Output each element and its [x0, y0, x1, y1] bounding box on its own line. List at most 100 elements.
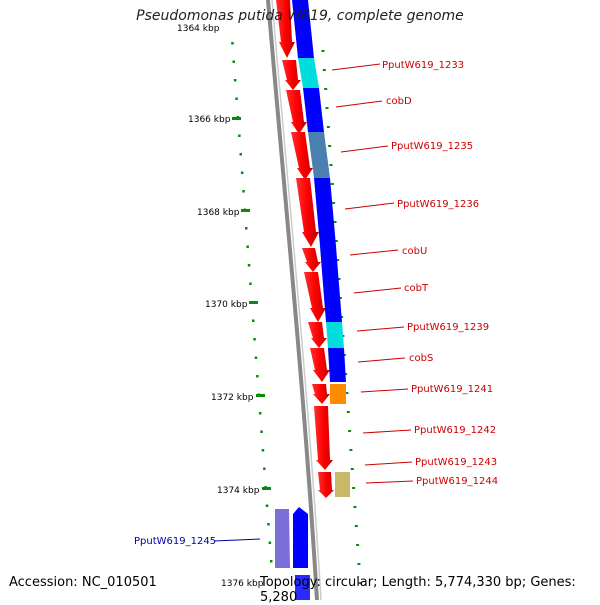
gene-block-bottom[interactable]: [295, 575, 310, 600]
ruler-dot: [235, 97, 238, 100]
ruler-dot-right: [354, 525, 358, 527]
gene-label-1239[interactable]: PputW619_1239: [407, 322, 489, 333]
topology-value: circular: [324, 575, 374, 590]
gene-block-1232[interactable]: [292, 0, 314, 58]
ruler-dot: [233, 79, 237, 82]
tick-mark-1366: [232, 117, 241, 120]
gene-label-cobS[interactable]: cobS: [409, 353, 433, 364]
ruler-dot-right: [344, 373, 348, 375]
ruler-dot-right: [326, 126, 330, 128]
ruler-dot-right: [333, 221, 337, 223]
genome-backbone-highlight: [271, 0, 322, 600]
gene-arrow-1236[interactable]: [296, 178, 319, 247]
ruler-dot-right: [357, 563, 361, 565]
ruler-dot: [245, 227, 248, 230]
gene-label-cobU[interactable]: cobU: [402, 246, 427, 257]
ruler-dot: [231, 42, 234, 45]
ruler-dot-right: [358, 582, 362, 584]
gene-block-cobS[interactable]: [328, 348, 346, 382]
ruler-dot-right: [329, 164, 333, 166]
gene-block-1245-purple[interactable]: [275, 509, 290, 568]
leader-cobU: [349, 249, 399, 256]
ruler-dot-right: [322, 69, 326, 71]
gene-block-cobU[interactable]: [320, 246, 338, 272]
gene-arrow-cobT[interactable]: [304, 272, 326, 322]
gene-label-1236[interactable]: PputW619_1236: [397, 199, 479, 210]
ruler-dot-right: [337, 278, 341, 280]
topology-label: Topology:: [260, 575, 321, 590]
gene-label-1243[interactable]: PputW619_1243: [415, 457, 497, 468]
ruler-dot-right: [330, 183, 334, 185]
ruler-dot-right: [336, 259, 340, 261]
ruler-dot: [254, 356, 258, 359]
ruler-dot: [249, 282, 252, 285]
ruler-dot-right: [324, 88, 328, 90]
leader-cobS: [357, 357, 406, 363]
ruler-dot-right: [350, 468, 354, 470]
ruler-dot-right: [332, 202, 336, 204]
gene-arrow-1245-blue[interactable]: [293, 507, 308, 568]
ruler-dot: [253, 338, 256, 341]
gene-arrow-cobU[interactable]: [302, 248, 321, 272]
accession-label: Accession:: [9, 575, 78, 590]
gene-label-1245[interactable]: PputW619_1245: [134, 536, 216, 547]
leader-1242: [362, 429, 412, 434]
leader-1245: [213, 538, 261, 542]
gene-block-1233[interactable]: [298, 58, 319, 88]
length-value: 5,774,330 bp: [435, 575, 522, 590]
tick-label-1370: 1370 kbp: [205, 300, 248, 310]
gene-label-1241[interactable]: PputW619_1241: [411, 384, 493, 395]
gene-arrow-1241[interactable]: [312, 384, 330, 404]
leader-1235: [340, 145, 389, 153]
map-title: Pseudomonas putida W619, complete genome: [136, 8, 464, 24]
ruler-dot-right: [345, 392, 349, 394]
ruler-dot-right: [328, 145, 332, 147]
ruler-dot-right: [325, 107, 329, 109]
ruler-dot: [268, 541, 272, 544]
gene-block-cobD[interactable]: [303, 88, 324, 132]
tick-label-1372: 1372 kbp: [211, 393, 254, 403]
gene-block-cobT[interactable]: [322, 272, 342, 322]
major-ticks: [232, 117, 271, 490]
gene-label-1235[interactable]: PputW619_1235: [391, 141, 473, 152]
ruler-dot: [238, 134, 241, 137]
gene-label-1233[interactable]: PputW619_1233: [382, 60, 464, 71]
ruler-dot-right: [321, 50, 325, 52]
gene-block-1235[interactable]: [308, 132, 330, 178]
gene-arrow-1235[interactable]: [291, 132, 313, 180]
gene-arrow-1239[interactable]: [308, 322, 327, 348]
ruler-dot: [239, 153, 242, 156]
genome-backbone: [266, 0, 319, 600]
ruler-dot: [261, 449, 265, 452]
gene-block-1239[interactable]: [326, 322, 344, 348]
gene-arrow-1242[interactable]: [314, 406, 333, 470]
gene-arrow-cobD[interactable]: [286, 90, 307, 134]
tick-label-1376: 1376 kbp: [221, 579, 264, 589]
genome-summary: Topology: circular; Length: 5,774,330 bp…: [260, 575, 600, 605]
ruler-dot-right: [356, 544, 360, 546]
gene-block-1241[interactable]: [330, 384, 346, 404]
ruler-dot-right: [340, 316, 344, 318]
leader-1243: [364, 461, 413, 466]
gene-label-1244[interactable]: PputW619_1244: [416, 476, 498, 487]
ruler-dot: [252, 319, 255, 322]
genes-value: 5,280: [260, 590, 298, 605]
tick-label-1374: 1374 kbp: [217, 486, 260, 496]
ruler-dot: [242, 190, 245, 193]
gene-arrow-1244[interactable]: [318, 472, 334, 498]
gene-arrow-1233[interactable]: [282, 60, 301, 90]
gene-label-cobT[interactable]: cobT: [404, 283, 429, 294]
gene-label-cobD[interactable]: cobD: [386, 96, 412, 107]
gene-label-1242[interactable]: PputW619_1242: [414, 425, 496, 436]
ruler-dot-right: [353, 506, 357, 508]
ruler-dot: [247, 264, 251, 267]
gene-block-1236[interactable]: [314, 178, 336, 246]
gene-arrow-cobS[interactable]: [310, 348, 330, 382]
ruler-dot: [267, 523, 270, 526]
leader-1239: [356, 326, 405, 332]
gene-arrow-1232[interactable]: [276, 0, 295, 58]
gene-block-1244[interactable]: [335, 472, 350, 497]
ruler-dot: [256, 375, 259, 378]
ruler-dot-right: [349, 449, 353, 451]
